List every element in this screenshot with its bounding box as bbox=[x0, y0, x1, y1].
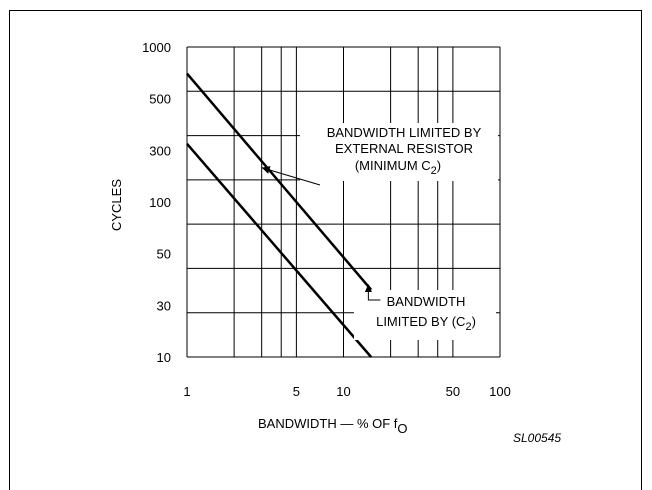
figure-id: SL00545 bbox=[513, 431, 561, 445]
x-axis-label-subscript: O bbox=[397, 421, 407, 436]
figure-frame bbox=[9, 10, 642, 490]
upper-annotation-line-3: (MINIMUM C2) bbox=[355, 158, 441, 177]
upper-annotation-line-2: EXTERNAL RESISTOR bbox=[335, 141, 473, 156]
x-tick-label: 50 bbox=[446, 384, 460, 399]
x-tick-label: 10 bbox=[336, 384, 350, 399]
x-axis-label-main: BANDWIDTH — % OF f bbox=[258, 416, 398, 431]
y-tick-label: 30 bbox=[157, 298, 171, 313]
upper-annotation-line-1: BANDWIDTH LIMITED BY bbox=[327, 125, 482, 140]
lower-annotation-line-2-main: LIMITED BY (C bbox=[376, 314, 465, 329]
lower-arrow-head bbox=[364, 284, 372, 293]
upper-annotation-close: ) bbox=[437, 158, 441, 173]
lower-annotation-box bbox=[354, 290, 496, 340]
upper-annotation-line-3-main: (MINIMUM C bbox=[355, 158, 431, 173]
series-lines bbox=[186, 72, 373, 358]
x-tick-labels: 1 5 10 50 100 bbox=[183, 384, 510, 399]
upper-arrow-head bbox=[261, 166, 271, 174]
cycles-vs-bandwidth-chart: 10 30 50 100 300 500 1000 1 5 10 50 100 CYCLES BAN… bbox=[109, 40, 561, 445]
series-line-c2_limited bbox=[186, 142, 373, 358]
x-axis-label: BANDWIDTH — % OF fO bbox=[258, 416, 408, 436]
y-tick-label: 1000 bbox=[142, 40, 171, 55]
lower-annotation-arrow bbox=[364, 284, 381, 301]
y-tick-label: 10 bbox=[157, 350, 171, 365]
upper-annotation-box bbox=[300, 123, 498, 181]
x-tick-label: 1 bbox=[183, 384, 190, 399]
y-tick-label: 300 bbox=[149, 143, 171, 158]
lower-annotation-line-1: BANDWIDTH bbox=[387, 294, 466, 309]
y-tick-label: 500 bbox=[149, 92, 171, 107]
upper-annotation-arrow bbox=[261, 166, 321, 186]
lower-annotation-close: ) bbox=[472, 314, 476, 329]
upper-annotation-subscript: 2 bbox=[431, 165, 437, 177]
lower-arrow-shaft bbox=[367, 292, 381, 301]
y-tick-label: 100 bbox=[149, 195, 171, 210]
x-tick-label: 5 bbox=[293, 384, 300, 399]
y-tick-label: 50 bbox=[157, 247, 171, 262]
lower-annotation-line-2: LIMITED BY (C2) bbox=[376, 314, 476, 333]
lower-annotation-subscript: 2 bbox=[465, 321, 471, 333]
series-line-external_resistor bbox=[186, 72, 373, 291]
x-tick-label: 100 bbox=[489, 384, 511, 399]
upper-arrow-shaft bbox=[261, 167, 321, 186]
y-axis-label: CYCLES bbox=[109, 179, 124, 231]
y-tick-labels: 10 30 50 100 300 500 1000 bbox=[142, 40, 171, 365]
